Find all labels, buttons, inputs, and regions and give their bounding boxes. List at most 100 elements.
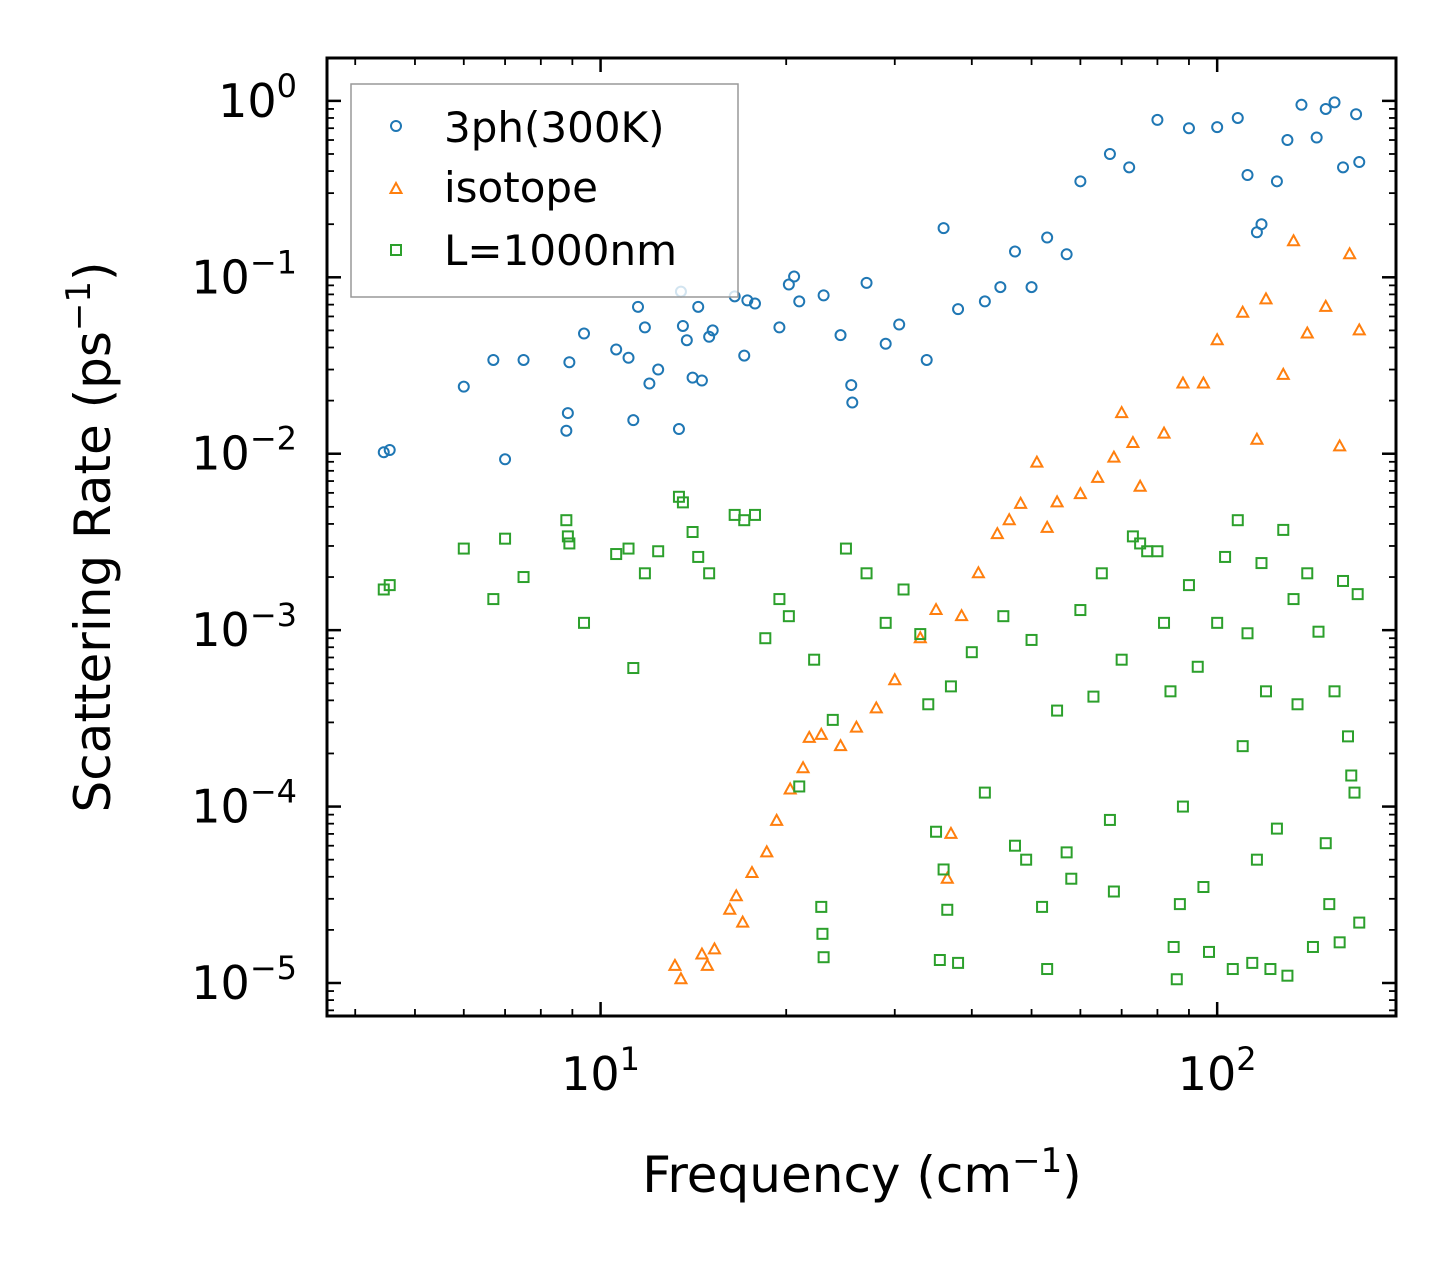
data-point-circle-0-37: [846, 396, 859, 409]
data-point-circle-0-23: [695, 374, 708, 387]
data-point-triangle-1-21: [940, 870, 955, 884]
data-point-square-2-87: [1277, 523, 1290, 536]
data-point-circle-0-40: [893, 318, 906, 331]
data-point-square-2-41: [941, 903, 954, 916]
data-point-square-2-77: [1226, 963, 1239, 976]
data-point-circle-0-52: [1123, 161, 1136, 174]
data-point-triangle-1-37: [1156, 425, 1172, 439]
data-point-square-2-84: [1259, 685, 1272, 698]
data-point-square-2-48: [1020, 853, 1033, 866]
data-point-circle-0-42: [937, 222, 950, 235]
data-point-triangle-1-13: [802, 729, 817, 743]
data-point-square-2-56: [1087, 690, 1100, 703]
data-point-square-2-54: [1065, 872, 1078, 885]
x-tick-label-exponent: 2: [1236, 1040, 1256, 1078]
data-point-triangle-1-26: [1002, 512, 1017, 526]
data-point-square-2-53: [1060, 846, 1073, 859]
data-point-circle-0-55: [1211, 121, 1224, 134]
data-point-triangle-1-41: [1235, 304, 1250, 318]
y-tick-label: 10−5: [191, 949, 297, 1010]
data-point-triangle-1-3: [700, 957, 715, 971]
data-point-triangle-1-49: [1342, 246, 1357, 260]
data-point-circle-0-46: [1008, 245, 1021, 258]
y-tick-label-base: 10: [191, 603, 250, 657]
y-axis-label-superscript: −1: [59, 281, 99, 331]
data-point-square-2-10: [610, 548, 623, 561]
data-points: [377, 96, 1367, 986]
data-point-circle-0-4: [499, 453, 512, 466]
data-point-square-2-5: [517, 571, 530, 584]
y-tick-label-base: 10: [191, 780, 250, 834]
data-point-circle-0-51: [1103, 147, 1116, 160]
data-point-circle-0-57: [1241, 169, 1254, 182]
data-point-circle-0-15: [643, 377, 656, 390]
data-point-square-2-19: [703, 567, 716, 580]
data-point-square-2-45: [978, 786, 991, 799]
data-point-square-2-8: [563, 537, 576, 550]
data-point-circle-0-11: [622, 351, 635, 364]
data-point-square-2-6: [560, 514, 573, 527]
data-point-square-2-51: [1041, 963, 1054, 976]
data-point-square-2-103: [1353, 916, 1366, 929]
data-point-circle-0-54: [1182, 122, 1195, 135]
data-point-circle-0-7: [561, 407, 574, 420]
data-point-square-2-35: [897, 583, 910, 596]
data-point-square-2-17: [686, 526, 699, 539]
data-point-circle-0-63: [1310, 131, 1323, 144]
data-point-square-2-83: [1255, 557, 1268, 570]
data-point-circle-0-8: [563, 356, 576, 369]
y-tick-label: 10−4: [191, 773, 297, 834]
data-point-circle-0-34: [817, 289, 830, 302]
data-point-square-2-47: [1008, 839, 1021, 852]
data-point-circle-0-59: [1255, 218, 1268, 231]
data-point-circle-0-48: [1041, 231, 1054, 244]
data-point-triangle-1-23: [954, 608, 969, 622]
y-tick-label: 100: [218, 67, 297, 128]
data-point-square-2-91: [1301, 567, 1314, 580]
y-tick-label-exponent: −5: [250, 949, 297, 987]
data-point-square-2-18: [692, 550, 705, 563]
data-point-circle-0-35: [834, 329, 847, 342]
data-point-triangle-1-4: [707, 941, 722, 955]
data-point-triangle-1-16: [849, 719, 864, 733]
y-tick-label-exponent: −3: [250, 596, 297, 634]
data-point-triangle-1-20: [928, 601, 944, 616]
data-point-square-2-82: [1250, 853, 1263, 866]
data-point-square-2-43: [952, 956, 965, 969]
data-point-square-2-23: [759, 632, 772, 645]
data-point-square-2-16: [676, 496, 689, 509]
data-point-circle-0-67: [1350, 108, 1363, 121]
data-point-circle-0-56: [1231, 111, 1244, 124]
data-point-triangle-1-18: [887, 672, 902, 686]
data-point-circle-0-38: [860, 276, 873, 289]
data-point-circle-0-60: [1270, 175, 1283, 188]
data-point-square-2-74: [1203, 945, 1216, 958]
data-point-triangle-1-48: [1332, 438, 1347, 452]
data-point-triangle-1-43: [1258, 291, 1274, 305]
data-point-triangle-1-28: [1029, 454, 1045, 468]
data-point-triangle-1-7: [735, 914, 750, 928]
data-point-square-2-11: [622, 542, 635, 555]
data-point-square-2-1: [383, 579, 396, 592]
data-point-circle-0-33: [793, 295, 806, 308]
y-axis-label: Scattering Rate (ps−1): [59, 261, 122, 812]
data-point-triangle-1-24: [971, 565, 986, 579]
data-point-triangle-1-42: [1249, 431, 1265, 445]
x-axis-label-end: ): [1062, 1146, 1082, 1204]
data-point-square-2-81: [1246, 956, 1259, 969]
data-point-circle-0-14: [638, 321, 651, 334]
data-point-triangle-1-8: [744, 864, 760, 879]
plot-frame: [325, 56, 1398, 1018]
data-point-square-2-86: [1270, 822, 1283, 835]
data-point-square-2-73: [1197, 881, 1210, 894]
y-axis-label-text: Scattering Rate (ps: [64, 331, 122, 812]
data-point-circle-0-44: [978, 295, 991, 308]
data-point-square-2-85: [1264, 963, 1277, 976]
data-point-square-2-65: [1158, 616, 1171, 629]
data-point-triangle-1-44: [1276, 366, 1291, 380]
legend-entry-L1000nm: L=1000nm: [390, 226, 677, 275]
data-point-circle-0-28: [741, 294, 754, 307]
data-point-circle-0-45: [994, 281, 1007, 294]
